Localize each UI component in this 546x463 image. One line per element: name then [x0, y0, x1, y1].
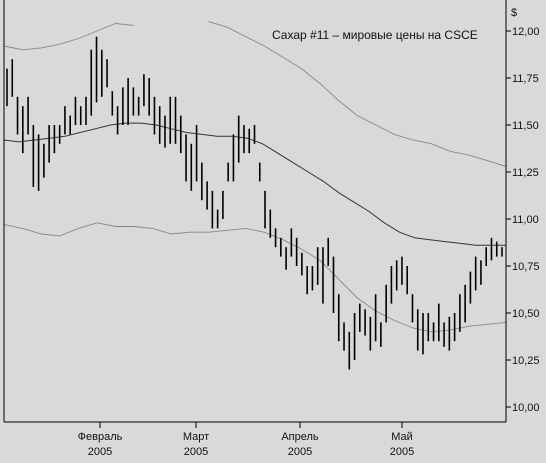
x-tick-label-year: 2005: [288, 446, 312, 458]
y-tick-label: 10,25: [512, 355, 540, 367]
y-tick-label: 11,75: [512, 73, 539, 85]
y-unit-label: $: [511, 7, 517, 19]
y-tick-label: 10,75: [512, 261, 540, 273]
x-tick-label-year: 2005: [390, 446, 414, 458]
y-tick-label: 10,50: [512, 308, 540, 320]
x-tick-label-year: 2005: [88, 446, 112, 458]
y-tick-label: 11,00: [512, 214, 539, 226]
y-tick-label: 11,50: [512, 120, 539, 132]
x-tick-label-month: Март: [183, 431, 209, 443]
y-tick-label: 11,25: [512, 167, 539, 179]
price-bars: [6, 36, 503, 370]
x-tick-label-year: 2005: [184, 446, 208, 458]
y-tick-label: 12,00: [512, 26, 540, 38]
x-tick-label-month: Февраль: [78, 431, 123, 443]
upper-band-line: [3, 21, 507, 167]
x-tick-label-month: Май: [391, 431, 413, 443]
axes: 10,00 10,25 10,50 10,75 11,00 11,25 11,50 11,75…: [3, 0, 540, 458]
x-tick-label-month: Апрель: [281, 431, 319, 443]
chart-title: Сахар #11 – мировые цены на CSCE: [272, 28, 478, 42]
y-tick-label: 10,00: [512, 402, 540, 414]
